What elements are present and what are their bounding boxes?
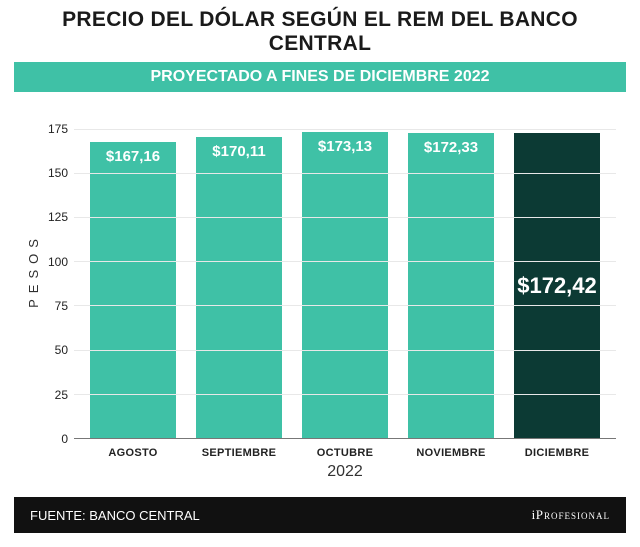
bar-slot: $170,11 <box>186 102 292 438</box>
bars-container: $167,16 $170,11 $173,13 $172,33 $172,42 <box>74 102 616 438</box>
x-tick-label: OCTUBRE <box>292 447 398 459</box>
bar-slot: $167,16 <box>80 102 186 438</box>
bar-value-label: $173,13 <box>318 138 372 155</box>
bar: $172,33 <box>408 133 495 438</box>
y-tick-label: 50 <box>55 343 68 357</box>
bar-value-label: $172,33 <box>424 139 478 156</box>
bar-value-label: $167,16 <box>106 148 160 165</box>
infographic-card: PRECIO DEL DÓLAR SEGÚN EL REM DEL BANCO … <box>0 0 640 547</box>
grid-line <box>74 217 616 218</box>
footer-bar: FUENTE: BANCO CENTRAL iProfesional <box>14 497 626 533</box>
x-axis-year: 2022 <box>74 463 616 481</box>
chart-title: PRECIO DEL DÓLAR SEGÚN EL REM DEL BANCO … <box>16 8 624 56</box>
y-tick-label: 25 <box>55 388 68 402</box>
y-tick-label: 150 <box>48 166 68 180</box>
title-bar: PRECIO DEL DÓLAR SEGÚN EL REM DEL BANCO … <box>0 0 640 62</box>
y-tick-label: 75 <box>55 299 68 313</box>
source-label: FUENTE: BANCO CENTRAL <box>30 508 200 523</box>
grid-line <box>74 394 616 395</box>
x-tick-label: NOVIEMBRE <box>398 447 504 459</box>
x-axis-ticks: AGOSTOSEPTIEMBREOCTUBRENOVIEMBREDICIEMBR… <box>74 439 616 461</box>
bar-slot: $173,13 <box>292 102 398 438</box>
brand-logo: iProfesional <box>532 507 610 523</box>
chart-subtitle: PROYECTADO A FINES DE DICIEMBRE 2022 <box>150 68 489 85</box>
grid-line <box>74 129 616 130</box>
y-tick-label: 100 <box>48 255 68 269</box>
plot: $167,16 $170,11 $173,13 $172,33 $172,42 <box>74 102 616 439</box>
bar-slot: $172,42 <box>504 102 610 438</box>
bar: $173,13 <box>302 132 389 438</box>
grid-line <box>74 305 616 306</box>
x-tick-label: AGOSTO <box>80 447 186 459</box>
grid-line <box>74 173 616 174</box>
y-axis-ticks: 0255075100125150175 <box>42 102 74 439</box>
y-axis-label: PESOS <box>24 102 42 439</box>
bar: $172,42 <box>514 133 601 438</box>
grid-line <box>74 261 616 262</box>
y-tick-label: 125 <box>48 210 68 224</box>
x-tick-label: DICIEMBRE <box>504 447 610 459</box>
bar-slot: $172,33 <box>398 102 504 438</box>
bar-value-label: $172,42 <box>517 273 597 299</box>
bar-value-label: $170,11 <box>212 143 265 160</box>
x-tick-label: SEPTIEMBRE <box>186 447 292 459</box>
y-tick-label: 0 <box>61 432 68 446</box>
subtitle-bar: PROYECTADO A FINES DE DICIEMBRE 2022 <box>14 62 626 92</box>
y-axis-label-text: PESOS <box>26 233 41 308</box>
x-axis-row: AGOSTOSEPTIEMBREOCTUBRENOVIEMBREDICIEMBR… <box>74 439 616 461</box>
brand-rest: Profesional <box>536 507 610 522</box>
y-tick-label: 175 <box>48 122 68 136</box>
plot-row: PESOS 0255075100125150175 $167,16$170,11… <box>24 102 616 439</box>
grid-line <box>74 350 616 351</box>
chart-area: PESOS 0 25 50 75 100 125 150 175 $167,16 $170,11… <box>24 102 616 481</box>
